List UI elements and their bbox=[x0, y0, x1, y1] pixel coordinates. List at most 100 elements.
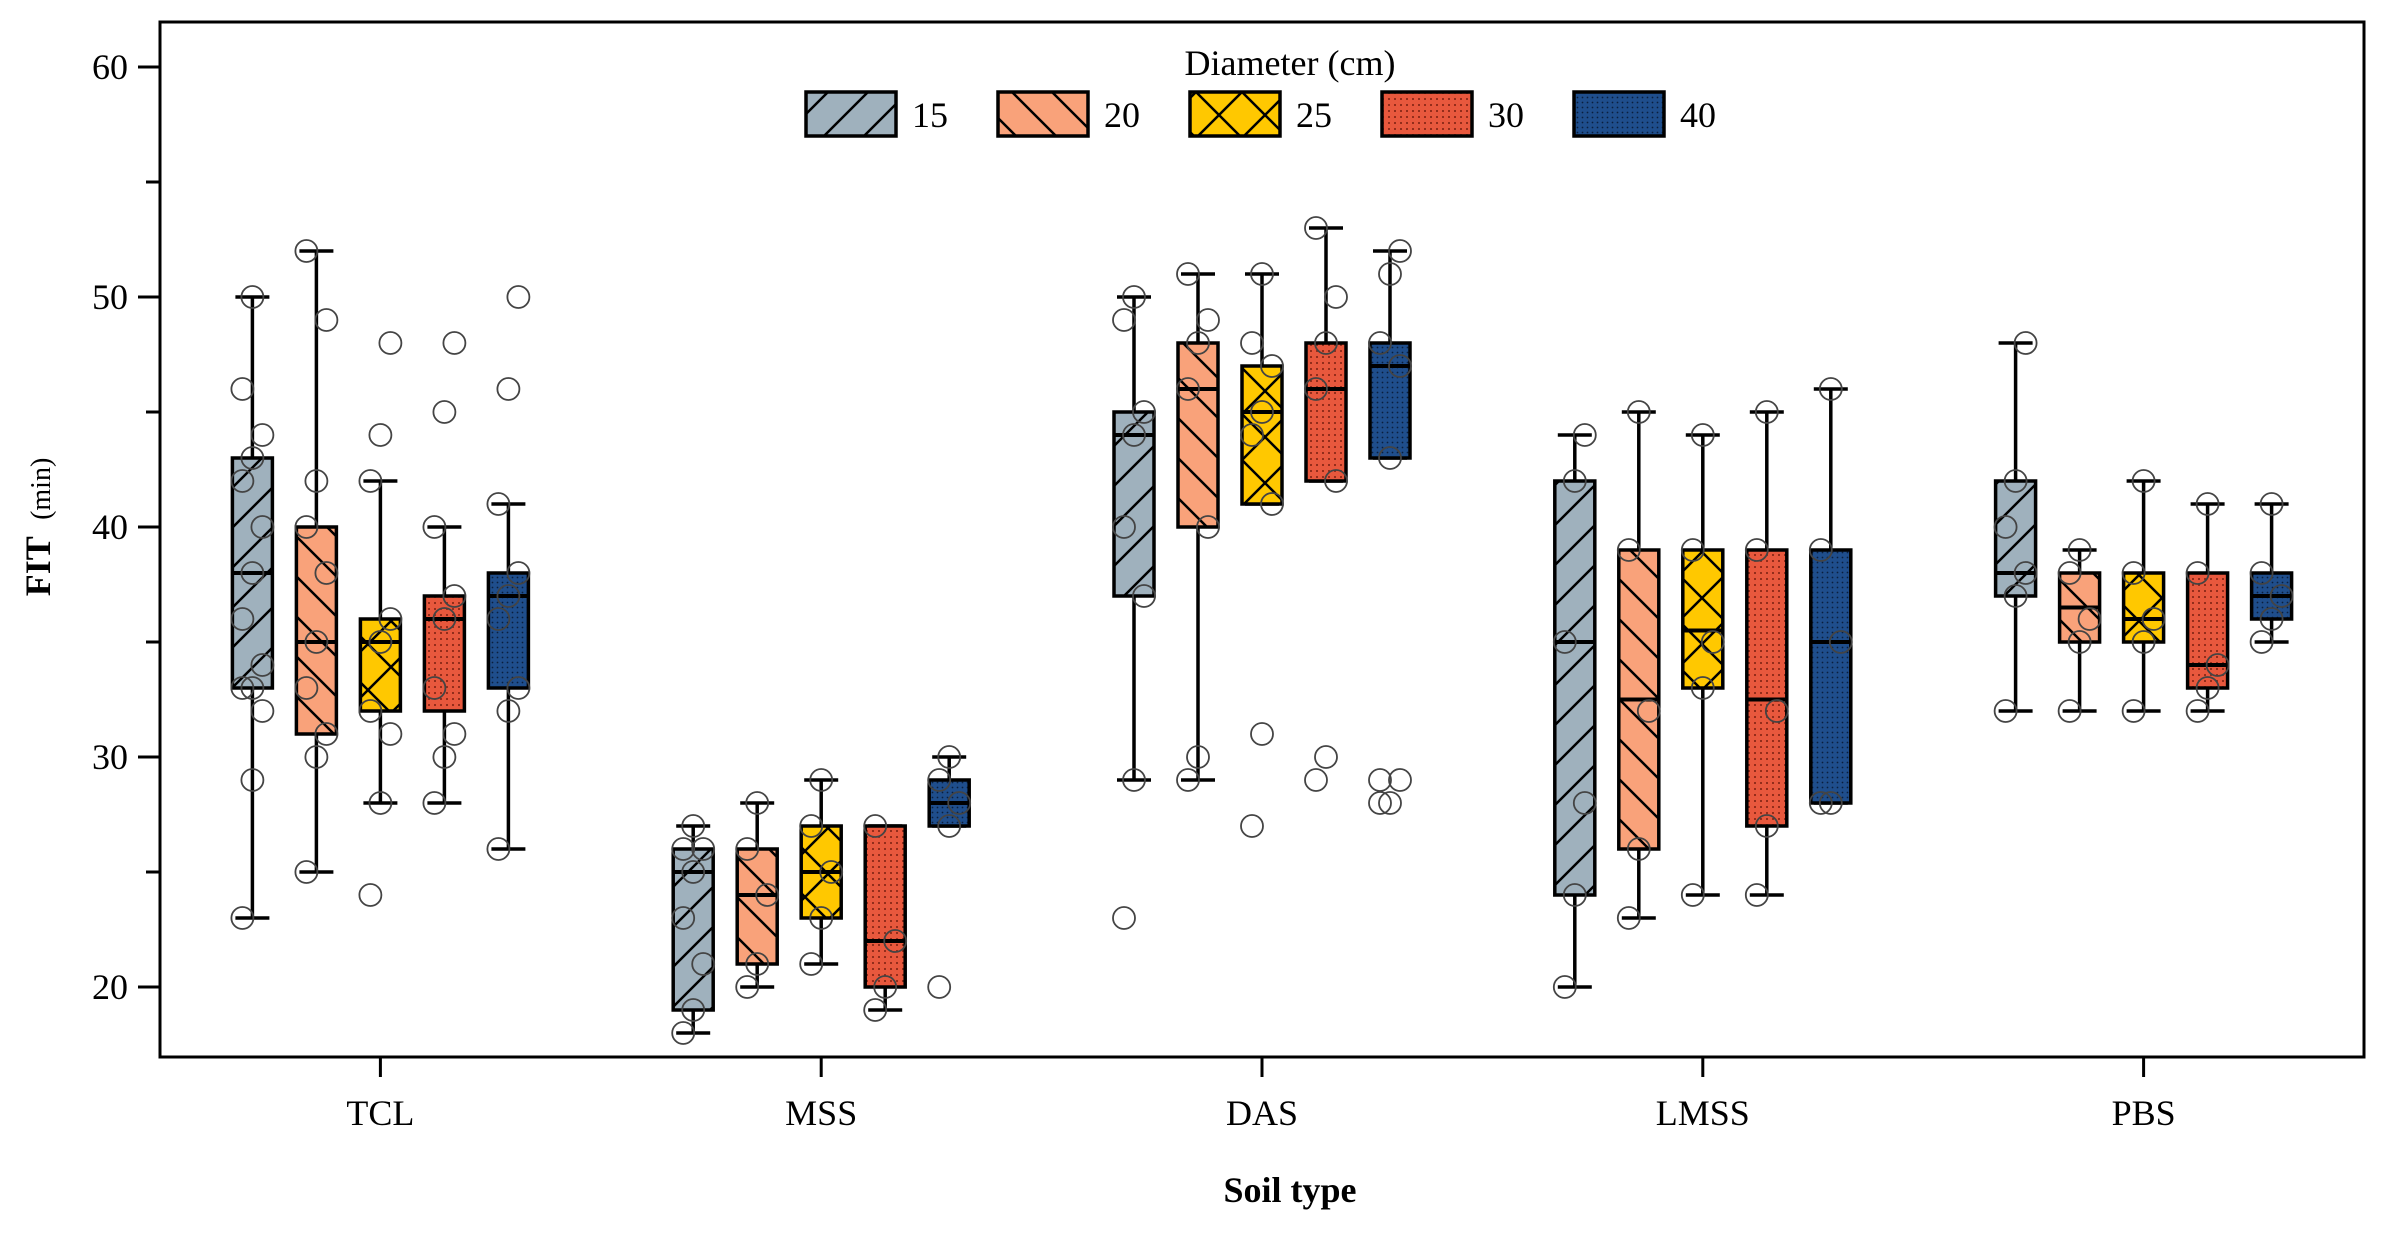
data-point bbox=[883, 929, 908, 953]
data-point bbox=[1260, 354, 1284, 378]
data-point bbox=[2185, 699, 2210, 723]
data-point bbox=[735, 837, 760, 861]
data-point bbox=[496, 584, 521, 608]
data-point bbox=[1240, 814, 1264, 838]
data-point bbox=[691, 952, 716, 976]
data-point bbox=[1388, 768, 1412, 792]
data-point bbox=[1240, 331, 1264, 355]
data-point bbox=[486, 492, 511, 516]
data-point bbox=[947, 791, 972, 815]
data-point bbox=[240, 561, 265, 585]
legend-swatch bbox=[1188, 90, 1282, 138]
data-point bbox=[1122, 423, 1146, 447]
box-iqr bbox=[671, 847, 715, 1012]
legend-swatch bbox=[996, 90, 1090, 138]
data-point bbox=[1176, 262, 1200, 286]
data-point bbox=[1818, 377, 1843, 401]
data-point bbox=[294, 860, 319, 884]
legend-swatch bbox=[1380, 90, 1474, 138]
data-point bbox=[506, 285, 531, 309]
data-point bbox=[799, 952, 824, 976]
data-point bbox=[1250, 262, 1274, 286]
series-25 bbox=[358, 262, 2166, 976]
data-point bbox=[1626, 837, 1651, 861]
series-30 bbox=[422, 216, 2230, 1022]
data-point bbox=[1314, 745, 1338, 769]
legend-swatch bbox=[1572, 90, 1666, 138]
data-point bbox=[304, 469, 329, 493]
box-30-MSS bbox=[863, 814, 908, 1022]
data-point bbox=[250, 653, 275, 677]
legend-swatch bbox=[804, 90, 898, 138]
data-point bbox=[1616, 538, 1641, 562]
data-point bbox=[250, 515, 275, 539]
data-point bbox=[735, 975, 760, 999]
data-point bbox=[486, 837, 511, 861]
data-point bbox=[2249, 561, 2274, 585]
data-point bbox=[1260, 492, 1284, 516]
box-15-MSS bbox=[671, 814, 716, 1045]
data-point bbox=[432, 607, 457, 631]
data-point bbox=[442, 722, 467, 746]
data-point bbox=[250, 423, 275, 447]
data-point bbox=[1572, 423, 1597, 447]
data-point bbox=[927, 975, 952, 999]
data-point bbox=[1304, 216, 1328, 240]
data-point bbox=[250, 699, 275, 723]
box-20-LMSS bbox=[1616, 400, 1661, 930]
box-30-TCL bbox=[422, 331, 467, 815]
data-point bbox=[681, 814, 706, 838]
data-point bbox=[368, 791, 393, 815]
data-point bbox=[1132, 584, 1156, 608]
box-25-LMSS bbox=[1680, 423, 1725, 907]
data-point bbox=[240, 768, 265, 792]
series-20 bbox=[294, 239, 2102, 999]
data-point bbox=[368, 630, 393, 654]
data-point bbox=[422, 791, 447, 815]
y-tick-label: 20 bbox=[92, 967, 128, 1007]
data-point bbox=[378, 607, 403, 631]
box-15-LMSS bbox=[1552, 423, 1597, 999]
data-point bbox=[799, 814, 824, 838]
data-point bbox=[1680, 883, 1705, 907]
box-40-DAS bbox=[1368, 239, 1412, 815]
data-point bbox=[1122, 285, 1146, 309]
data-point bbox=[1700, 630, 1725, 654]
data-point bbox=[1552, 630, 1577, 654]
data-point bbox=[2269, 584, 2294, 608]
box-iqr bbox=[1809, 548, 1853, 805]
data-point bbox=[1616, 906, 1641, 930]
data-point bbox=[1314, 331, 1338, 355]
data-point bbox=[1993, 699, 2018, 723]
data-point bbox=[809, 768, 834, 792]
x-tick-label: LMSS bbox=[1656, 1093, 1750, 1133]
data-point bbox=[240, 676, 265, 700]
data-point bbox=[755, 883, 780, 907]
y-axis-title-main: FIT bbox=[18, 536, 58, 596]
data-point bbox=[1176, 768, 1200, 792]
data-point bbox=[937, 745, 962, 769]
legend-label: 30 bbox=[1488, 95, 1524, 135]
legend-label: 40 bbox=[1680, 95, 1716, 135]
data-point bbox=[230, 906, 255, 930]
data-point bbox=[1324, 285, 1348, 309]
box-iqr bbox=[294, 525, 339, 736]
data-point bbox=[2121, 699, 2146, 723]
legend-label: 25 bbox=[1296, 95, 1332, 135]
data-point bbox=[1690, 423, 1715, 447]
data-point bbox=[1572, 791, 1597, 815]
data-point bbox=[506, 561, 531, 585]
box-25-PBS bbox=[2121, 469, 2166, 723]
data-point bbox=[1626, 400, 1651, 424]
data-point bbox=[1324, 469, 1348, 493]
data-point bbox=[378, 331, 403, 355]
data-point bbox=[294, 239, 319, 263]
data-point bbox=[368, 423, 393, 447]
data-point bbox=[671, 837, 696, 861]
data-point bbox=[486, 607, 511, 631]
box-40-LMSS bbox=[1808, 377, 1853, 815]
data-point bbox=[809, 906, 834, 930]
data-point bbox=[240, 285, 265, 309]
data-point bbox=[2067, 630, 2092, 654]
